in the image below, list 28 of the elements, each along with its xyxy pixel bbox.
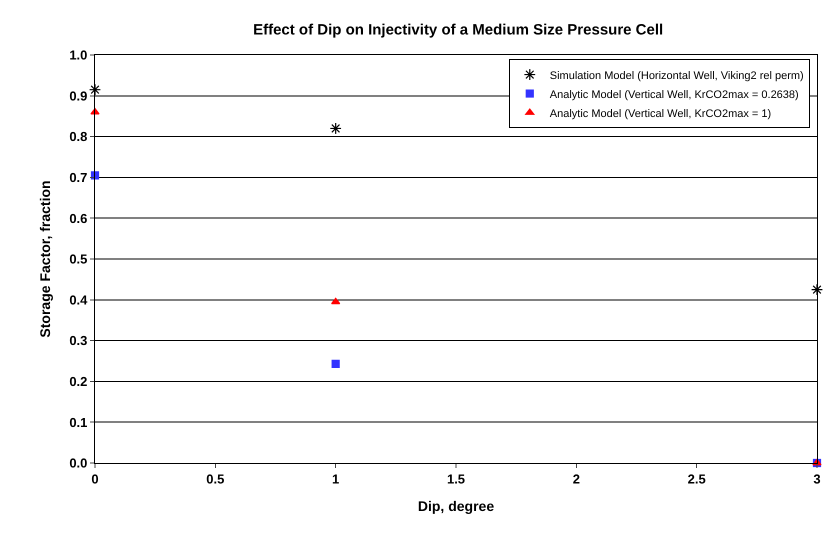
point [330, 122, 342, 134]
legend-label: Analytic Model (Vertical Well, KrCO2max = 1) [550, 108, 772, 120]
y-tick-label: 0.9 [69, 88, 88, 104]
point [331, 298, 340, 304]
y-tick-label: 0.2 [69, 374, 88, 389]
y-tick-label: 1.0 [69, 48, 88, 63]
y-axis-title: Storage Factor, fraction [36, 180, 53, 338]
y-tick-label: 0.8 [69, 129, 88, 144]
x-tick-label: 2 [572, 472, 580, 487]
x-tick-label: 0.5 [206, 472, 224, 487]
x-tick-label: 1 [332, 472, 340, 487]
legend-label: Simulation Model (Horizontal Well, Viking2 rel perm) [550, 70, 804, 82]
point [332, 360, 340, 368]
y-tick-label: 0.4 [69, 292, 88, 308]
y-tick-label: 0.0 [69, 456, 88, 471]
y-tick-label: 0.5 [69, 252, 88, 267]
chart-title: Effect of Dip on Injectivity of a Medium Size Pressure Cell [253, 21, 664, 38]
y-tick-label: 0.6 [69, 210, 88, 226]
x-tick-label: 1.5 [446, 472, 466, 487]
x-axis-title: Dip, degree [418, 498, 494, 514]
x-tick-label: 2.5 [688, 472, 706, 487]
point [811, 284, 823, 296]
y-tick-label: 0.7 [69, 170, 88, 185]
y-tick-label: 0.3 [69, 333, 88, 348]
y-tick-label: 0.1 [69, 414, 88, 430]
legend-label: Analytic Model (Vertical Well, KrCO2max = 0.2638) [550, 88, 799, 101]
x-tick-label: 3 [813, 472, 821, 487]
x-tick-label: 0 [91, 472, 99, 487]
